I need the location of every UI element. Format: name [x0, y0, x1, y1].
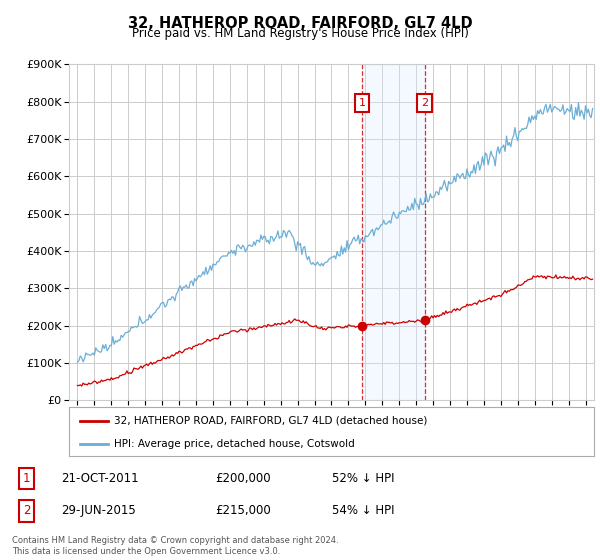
Text: 32, HATHEROP ROAD, FAIRFORD, GL7 4LD (detached house): 32, HATHEROP ROAD, FAIRFORD, GL7 4LD (de…	[113, 416, 427, 426]
Text: 1: 1	[358, 98, 365, 108]
Text: 2: 2	[421, 98, 428, 108]
Text: 21-OCT-2011: 21-OCT-2011	[61, 472, 139, 485]
Text: £215,000: £215,000	[216, 505, 271, 517]
Text: Price paid vs. HM Land Registry's House Price Index (HPI): Price paid vs. HM Land Registry's House …	[131, 27, 469, 40]
Text: 32, HATHEROP ROAD, FAIRFORD, GL7 4LD: 32, HATHEROP ROAD, FAIRFORD, GL7 4LD	[128, 16, 472, 31]
Text: HPI: Average price, detached house, Cotswold: HPI: Average price, detached house, Cots…	[113, 438, 355, 449]
Text: 54% ↓ HPI: 54% ↓ HPI	[332, 505, 395, 517]
Bar	[362, 64, 425, 400]
Text: 29-JUN-2015: 29-JUN-2015	[61, 505, 136, 517]
Text: 52% ↓ HPI: 52% ↓ HPI	[332, 472, 395, 485]
Text: 2: 2	[23, 505, 30, 517]
Text: £200,000: £200,000	[216, 472, 271, 485]
Text: 1: 1	[23, 472, 30, 485]
Text: Contains HM Land Registry data © Crown copyright and database right 2024.
This d: Contains HM Land Registry data © Crown c…	[12, 536, 338, 556]
